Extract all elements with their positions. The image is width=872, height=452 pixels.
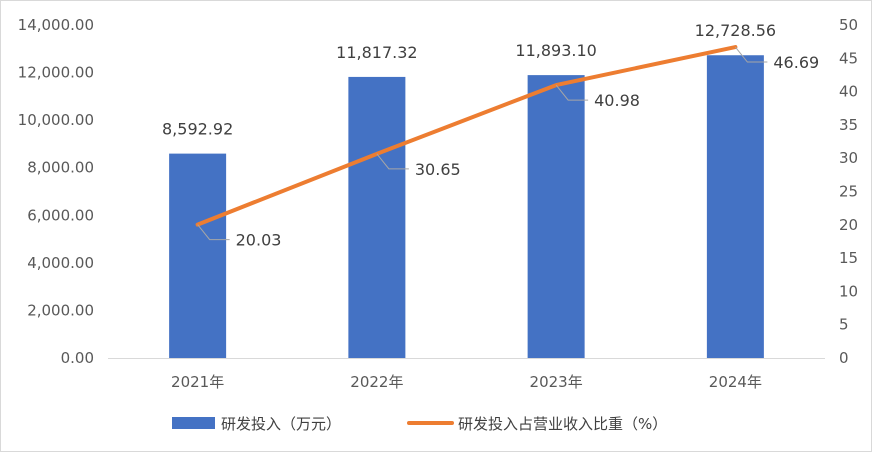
percentage-line	[195, 45, 738, 227]
left-axis-tick-label: 14,000.00	[18, 16, 94, 34]
bar-2	[348, 76, 406, 359]
category-label: 2022年	[350, 373, 403, 391]
line-data-label: 46.69	[773, 53, 819, 72]
left-axis-tick-label: 0.00	[61, 349, 94, 367]
right-axis-tick-label: 35	[839, 116, 858, 134]
right-axis-tick-label: 40	[839, 83, 858, 101]
left-axis-tick-label: 12,000.00	[18, 64, 94, 82]
data-label-leader-line	[197, 224, 230, 241]
legend-swatch-bar	[172, 417, 215, 429]
bar-data-label: 11,893.10	[515, 41, 596, 60]
right-axis-tick-label: 45	[839, 49, 858, 67]
bar-data-label: 12,728.56	[695, 21, 776, 40]
legend-label-bar: 研发投入（万元）	[221, 415, 341, 433]
bar-1	[169, 153, 227, 358]
category-label: 2023年	[530, 373, 583, 391]
data-label-leader-line	[555, 84, 589, 101]
data-label-leader-line	[734, 46, 768, 63]
right-axis-tick-label: 5	[839, 316, 849, 334]
bar-3	[527, 75, 585, 358]
line-data-label: 20.03	[236, 231, 282, 250]
left-axis-tick-label: 8,000.00	[27, 159, 94, 177]
right-axis-tick-label: 30	[839, 149, 858, 167]
left-axis-tick-label: 6,000.00	[27, 206, 94, 224]
left-axis-tick-label: 10,000.00	[18, 111, 94, 129]
line-data-label: 40.98	[594, 91, 640, 110]
right-axis-tick-label: 20	[839, 216, 858, 234]
left-axis-tick-label: 2,000.00	[27, 301, 94, 319]
right-axis-tick-label: 0	[839, 349, 849, 367]
line-data-label: 30.65	[415, 160, 461, 179]
category-label: 2021年	[171, 373, 224, 391]
bar-4	[706, 55, 764, 359]
bar-data-label: 11,817.32	[336, 43, 417, 62]
right-axis-tick-label: 15	[839, 249, 858, 267]
right-axis-tick-label: 10	[839, 282, 858, 300]
data-label-leader-line	[376, 153, 409, 170]
left-axis-tick-label: 4,000.00	[27, 254, 94, 272]
right-axis-tick-label: 25	[839, 183, 858, 201]
legend-label-line: 研发投入占营业收入比重（%）	[458, 415, 667, 433]
right-axis-tick-label: 50	[839, 16, 858, 34]
bar-data-label: 8,592.92	[162, 120, 233, 139]
category-label: 2024年	[709, 373, 762, 391]
